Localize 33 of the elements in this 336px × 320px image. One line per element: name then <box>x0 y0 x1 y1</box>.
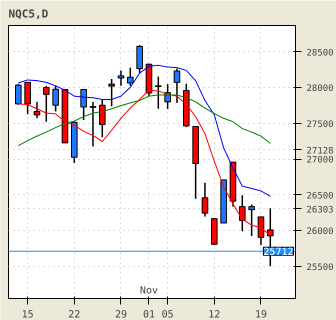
line-series <box>18 64 271 197</box>
y-tick-label: 26303 <box>306 205 334 216</box>
candlestick <box>108 78 115 108</box>
x-tick-label: 12 <box>208 310 220 320</box>
y-tick-label: 27000 <box>306 156 334 166</box>
candlestick <box>202 182 208 218</box>
candlestick <box>52 85 59 112</box>
x-tick-label: 05 <box>162 310 174 320</box>
x-tick-label: 01 <box>142 310 155 320</box>
y-tick-label: 28000 <box>306 84 334 94</box>
candlestick <box>118 70 124 87</box>
candlestick <box>239 194 246 232</box>
candlestick <box>34 101 40 120</box>
x-tick-label: 19 <box>254 310 267 320</box>
y-tick-label: 25500 <box>306 262 334 273</box>
annotation: Nov <box>140 286 158 296</box>
x-tick-label: 15 <box>22 310 34 320</box>
candlestick <box>15 83 22 106</box>
candlestick <box>248 204 255 237</box>
candlestick <box>80 88 87 121</box>
y-tick-label: 26000 <box>306 227 334 238</box>
candlestick <box>90 101 96 148</box>
candlestick <box>174 68 180 104</box>
x-tick-label: 29 <box>114 310 127 320</box>
candlestick <box>127 66 134 87</box>
y-tick-label: 26500 <box>306 191 334 202</box>
y-tick-label: 27128 <box>306 146 334 156</box>
x-tick-label: 22 <box>68 310 80 320</box>
y-tick-label: 27500 <box>306 120 334 130</box>
chart-title: NQC5,D <box>8 8 49 20</box>
candlestick <box>136 44 143 74</box>
candlestick <box>99 98 106 138</box>
y-tick-label: 28500 <box>306 48 334 58</box>
